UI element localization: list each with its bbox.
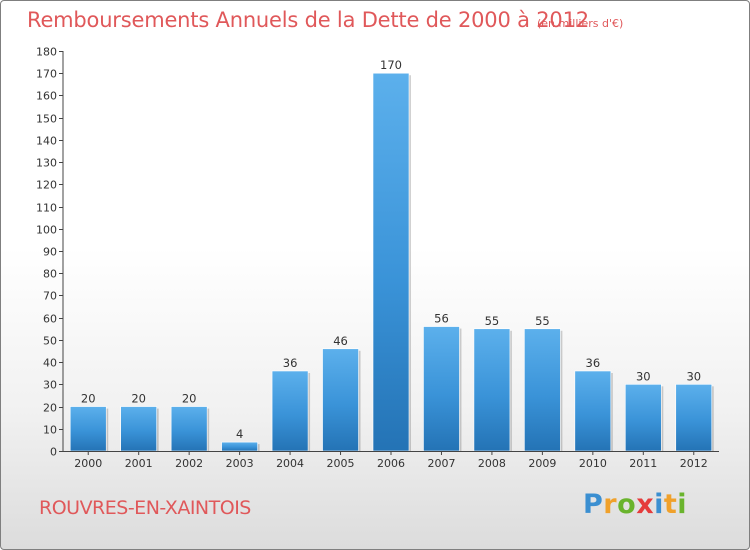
x-tick-label: 2008 xyxy=(478,457,506,470)
bar xyxy=(524,328,561,452)
y-axis: 0 10 20 30 40 50 60 70 80 90 100 110 120 130 140 150 160… xyxy=(36,46,64,459)
logo-letter: i xyxy=(677,489,688,520)
bar xyxy=(69,406,107,452)
x-tick-label: 2004 xyxy=(276,457,304,470)
bar xyxy=(170,406,208,452)
x-tick-label: 2003 xyxy=(226,457,254,470)
y-tick-label: 130 xyxy=(36,157,57,170)
bar-value-label: 20 xyxy=(131,392,146,406)
x-tick-label: 2000 xyxy=(74,457,102,470)
y-tick-label: 50 xyxy=(43,335,57,348)
bar-value-label: 30 xyxy=(636,369,651,383)
x-tick-label: 2011 xyxy=(629,457,657,470)
y-tick-label: 160 xyxy=(36,90,57,103)
bar-value-label: 56 xyxy=(434,312,449,326)
bar xyxy=(574,370,612,452)
x-axis: 2000 2001 2002 2003 2004 2005 2006 2007 2008 2009… xyxy=(63,451,719,470)
bar xyxy=(271,370,309,452)
bar xyxy=(675,384,713,452)
proxiti-logo: Proxiti xyxy=(583,489,687,520)
bar xyxy=(221,441,258,452)
chart-subtitle: (en milliers d'€) xyxy=(537,17,624,30)
y-tick-label: 90 xyxy=(43,246,57,259)
x-tick-label: 2010 xyxy=(579,457,607,470)
logo-letter: r xyxy=(603,489,618,520)
commune-name: ROUVRES-EN-XAINTOIS xyxy=(39,497,251,519)
bar xyxy=(372,72,410,452)
bar-value-label: 30 xyxy=(686,369,701,383)
logo-letter: x xyxy=(636,489,655,520)
chart-title: Remboursements Annuels de la Dette de 20… xyxy=(27,8,589,32)
logo-letter: o xyxy=(617,489,637,520)
bar-value-label: 46 xyxy=(333,334,348,348)
x-tick-label: 2005 xyxy=(327,457,355,470)
bar xyxy=(322,348,359,452)
y-tick-label: 180 xyxy=(36,46,57,59)
y-tick-label: 70 xyxy=(43,290,57,303)
bar xyxy=(423,326,460,452)
y-tick-label: 100 xyxy=(36,224,57,237)
bar-value-label: 55 xyxy=(535,314,550,328)
x-tick-label: 2012 xyxy=(680,457,708,470)
x-tick-label: 2007 xyxy=(427,457,455,470)
bar xyxy=(625,384,662,452)
bar-value-label: 20 xyxy=(81,392,96,406)
x-tick-label: 2006 xyxy=(377,457,405,470)
logo-letter: i xyxy=(654,489,664,520)
x-tick-label: 2002 xyxy=(175,457,203,470)
bars: 20 20 20 4 36 46 170 56 55 55 36 30 30 xyxy=(69,58,714,452)
bar-value-label: 36 xyxy=(586,356,601,370)
bar-value-label: 20 xyxy=(182,392,197,406)
logo-letter: t xyxy=(663,489,678,520)
bar xyxy=(473,328,511,452)
bar-value-label: 36 xyxy=(283,356,298,370)
y-tick-label: 10 xyxy=(43,424,57,437)
y-tick-label: 120 xyxy=(36,179,57,192)
bar xyxy=(120,406,157,452)
bar-value-label: 55 xyxy=(485,314,500,328)
bar-value-label: 4 xyxy=(236,427,243,441)
y-tick-label: 40 xyxy=(43,357,57,370)
y-tick-label: 110 xyxy=(36,202,57,215)
y-tick-label: 170 xyxy=(36,68,57,81)
x-tick-label: 2009 xyxy=(528,457,556,470)
y-tick-label: 150 xyxy=(36,113,57,126)
y-tick-label: 30 xyxy=(43,379,57,392)
bar-value-label: 170 xyxy=(380,58,402,72)
logo-letter: P xyxy=(583,489,604,520)
y-tick-label: 80 xyxy=(43,268,57,281)
y-tick-label: 20 xyxy=(43,402,57,415)
x-tick-label: 2001 xyxy=(125,457,153,470)
y-tick-label: 140 xyxy=(36,135,57,148)
y-tick-label: 0 xyxy=(50,446,57,459)
y-tick-label: 60 xyxy=(43,313,57,326)
